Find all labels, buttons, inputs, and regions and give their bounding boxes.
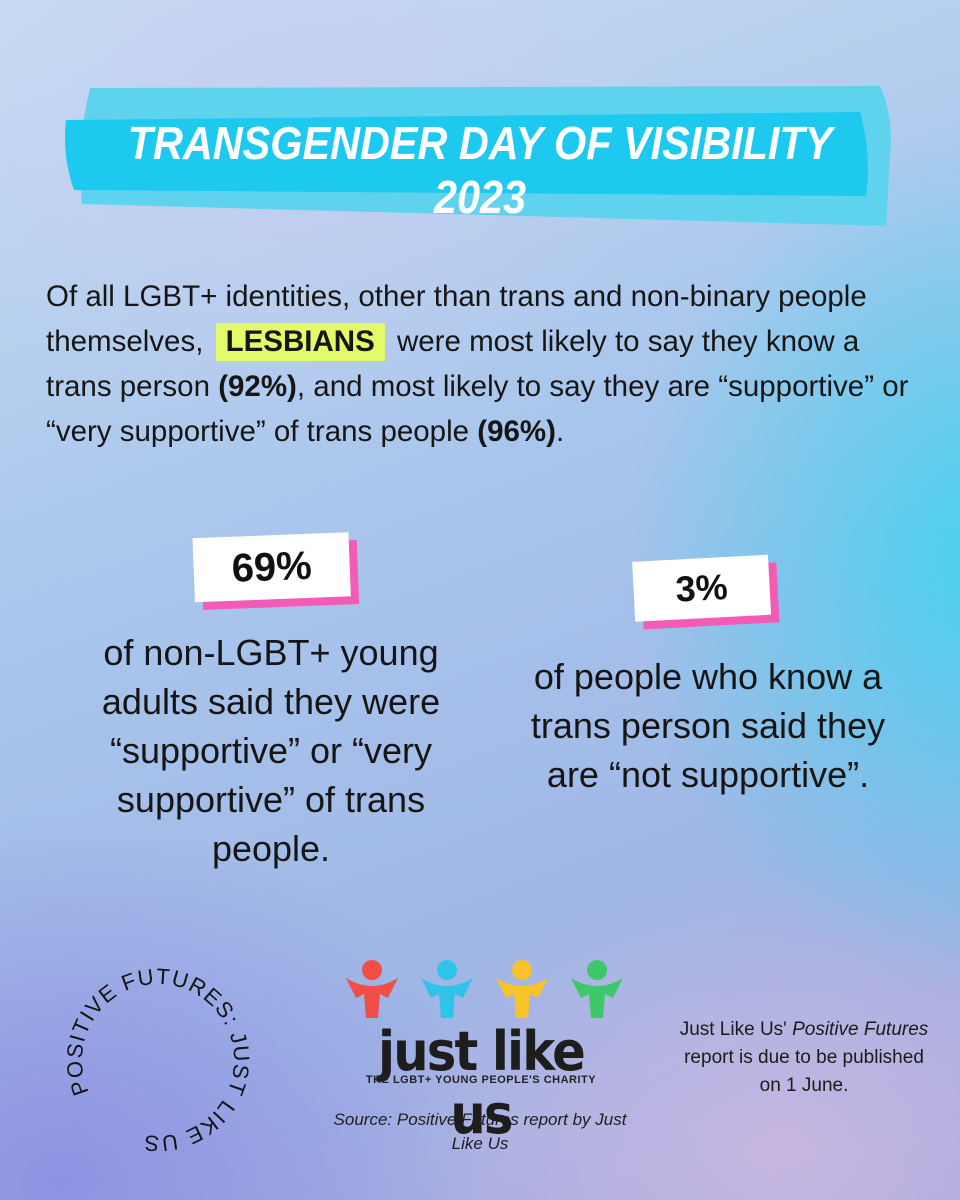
stat-3-box: 3% xyxy=(632,554,782,638)
intro-paragraph: Of all LGBT+ identities, other than tran… xyxy=(46,274,926,454)
page-title: TRANSGENDER DAY OF VISIBILITY 2023 xyxy=(127,117,833,223)
note-report-title: Positive Futures xyxy=(792,1019,929,1040)
intro-text-3: , and most likely to say they are “suppo… xyxy=(46,370,909,448)
intro-stat-96: (96%) xyxy=(477,415,556,448)
stat-69-box: 69% xyxy=(192,532,366,618)
title-banner: TRANSGENDER DAY OF VISIBILITY 2023 xyxy=(60,76,900,236)
publication-note: Just Like Us' Positive Futures report is… xyxy=(672,1016,936,1100)
note-text-1: Just Like Us' xyxy=(679,1019,793,1040)
just-like-us-logo-figures xyxy=(346,960,623,1018)
lesbians-highlight: LESBIANS xyxy=(215,323,385,361)
circular-text: POSITIVE FUTURES: JUST LIKE US xyxy=(58,960,258,1160)
figure-red-icon xyxy=(346,960,398,1018)
source-citation: Source: Positive Futures report by Just … xyxy=(333,1110,627,1153)
banner-brush-shape xyxy=(65,86,891,226)
intro-text-4: . xyxy=(555,415,565,448)
figure-green-icon xyxy=(571,960,623,1018)
stat-3-value: 3% xyxy=(632,554,772,622)
intro-text-2: were most likely to say they know a tran… xyxy=(46,325,860,403)
svg-text:POSITIVE FUTURES: JUST LIKE US: POSITIVE FUTURES: JUST LIKE US xyxy=(58,960,258,1160)
intro-stat-92: (92%) xyxy=(218,370,297,403)
logo-tagline: THE LGBT+ YOUNG PEOPLE'S CHARITY xyxy=(365,1074,597,1086)
stat-69-value: 69% xyxy=(192,532,351,603)
stat-69-description: of non-LGBT+ young adults said they were… xyxy=(101,632,441,869)
figure-yellow-icon xyxy=(496,960,548,1018)
stat-3-description: of people who know a trans person said t… xyxy=(530,656,886,795)
note-text-2: report is due to be published on 1 June. xyxy=(684,1047,924,1096)
intro-text-1: Of all LGBT+ identities, other than tran… xyxy=(46,280,867,358)
positive-futures-circular-badge: POSITIVE FUTURES: JUST LIKE US xyxy=(58,960,258,1160)
figure-blue-icon xyxy=(421,960,473,1018)
logo-wordmark: just like us xyxy=(378,1020,586,1146)
